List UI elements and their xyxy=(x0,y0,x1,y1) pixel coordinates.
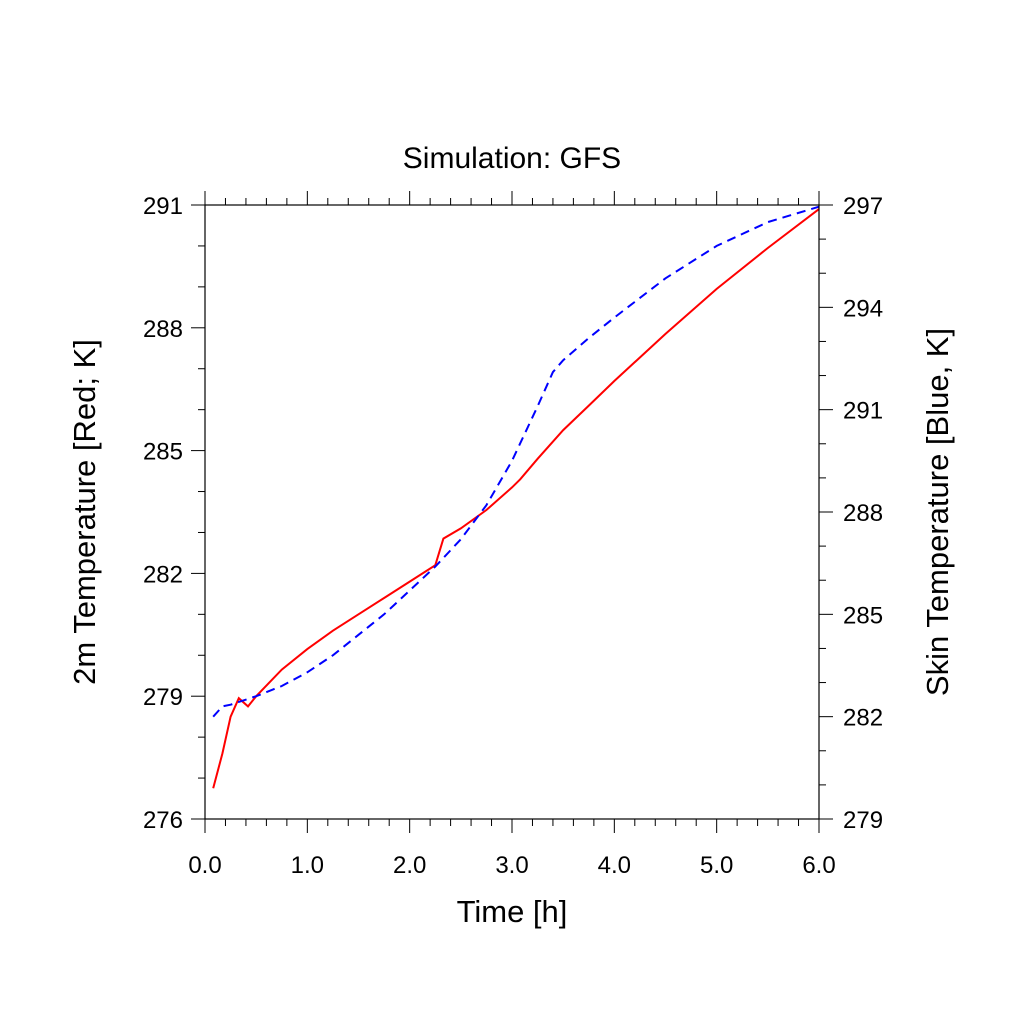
y-left-tick-label: 279 xyxy=(143,684,183,711)
y-right-tick-label: 297 xyxy=(843,193,883,220)
y-left-tick-label: 291 xyxy=(143,193,183,220)
y-left-tick-label: 288 xyxy=(143,316,183,343)
y-right-tick-label: 288 xyxy=(843,500,883,527)
y-right-tick-label: 291 xyxy=(843,398,883,425)
x-tick-label: 6.0 xyxy=(802,852,835,879)
x-tick-label: 4.0 xyxy=(598,852,631,879)
skin-temperature-line xyxy=(212,205,820,718)
ticks-group: 0.0 1.0 2.0 3.0 4.0 5.0 6.0 276 279 282 285 288 291 2… xyxy=(143,191,883,879)
series-group xyxy=(212,205,820,789)
x-tick-label: 0.0 xyxy=(188,852,221,879)
y-axis-right-label: Skin Temperature [Blue, K] xyxy=(920,328,955,696)
y-right-tick-label: 282 xyxy=(843,705,883,732)
y-right-tick-label: 294 xyxy=(843,295,883,322)
temperature-2m-line xyxy=(212,208,820,789)
y-right-tick-label: 279 xyxy=(843,807,883,834)
x-tick-label: 1.0 xyxy=(291,852,324,879)
y-right-tick-label: 285 xyxy=(843,602,883,629)
x-tick-label: 2.0 xyxy=(393,852,426,879)
chart-title: Simulation: GFS xyxy=(403,142,621,175)
y-left-tick-label: 282 xyxy=(143,561,183,588)
y-axis-left-label: 2m Temperature [Red; K] xyxy=(67,339,102,685)
x-axis-label: Time [h] xyxy=(457,894,568,929)
x-tick-label: 5.0 xyxy=(700,852,733,879)
y-left-tick-label: 276 xyxy=(143,807,183,834)
plot-frame xyxy=(204,204,820,820)
x-tick-label: 3.0 xyxy=(495,852,528,879)
y-left-tick-label: 285 xyxy=(143,439,183,466)
